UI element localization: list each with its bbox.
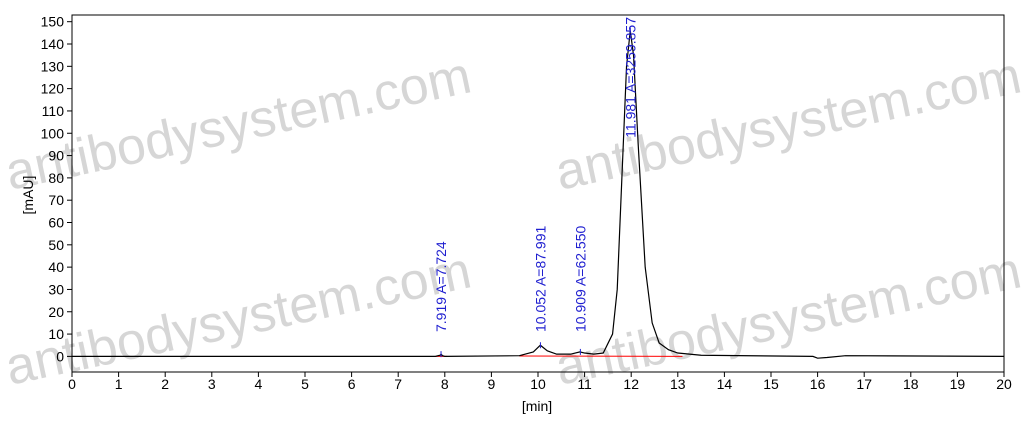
x-tick-label: 6 <box>348 376 356 392</box>
x-tick-label: 4 <box>255 376 263 392</box>
watermark: antibodysystem.com <box>550 241 1026 396</box>
y-tick-label: 20 <box>48 304 64 320</box>
x-tick-label: 13 <box>670 376 686 392</box>
y-tick-label: 80 <box>48 170 64 186</box>
x-tick-label: 2 <box>161 376 169 392</box>
y-tick-label: 60 <box>48 215 64 231</box>
x-tick-label: 18 <box>903 376 919 392</box>
x-tick-label: 10 <box>530 376 546 392</box>
y-tick-label: 110 <box>42 103 65 119</box>
x-tick-label: 0 <box>68 376 76 392</box>
x-tick-label: 16 <box>810 376 826 392</box>
x-tick-label: 17 <box>856 376 872 392</box>
x-tick-label: 9 <box>488 376 496 392</box>
x-tick-label: 1 <box>115 376 123 392</box>
y-tick-label: 100 <box>41 125 65 141</box>
y-tick-label: 130 <box>41 58 65 74</box>
y-tick-label: 70 <box>48 192 64 208</box>
y-tick-label: 10 <box>48 326 64 342</box>
y-tick-label: 30 <box>48 281 64 297</box>
x-tick-label: 19 <box>950 376 966 392</box>
y-axis-label: [mAU] <box>20 176 36 215</box>
y-tick-label: 90 <box>48 148 64 164</box>
x-tick-label: 20 <box>996 376 1012 392</box>
peak-annotation: 7.919 A=7.724 <box>433 241 449 332</box>
y-tick-label: 50 <box>48 237 64 253</box>
x-tick-label: 3 <box>208 376 216 392</box>
y-tick-label: 120 <box>41 81 65 97</box>
x-tick-label: 8 <box>441 376 449 392</box>
x-tick-label: 11 <box>577 376 592 392</box>
peak-annotation: 10.052 A=87.991 <box>532 226 548 332</box>
y-tick-label: 0 <box>56 348 64 364</box>
x-tick-label: 7 <box>394 376 402 392</box>
x-tick-label: 14 <box>717 376 733 392</box>
y-tick-label: 150 <box>41 14 65 30</box>
y-tick-label: 40 <box>48 259 64 275</box>
y-tick-label: 140 <box>41 36 65 52</box>
x-tick-label: 5 <box>301 376 309 392</box>
peak-annotation: 11.981 A=3259.857 <box>622 17 638 138</box>
chromatogram-line <box>72 30 1005 359</box>
x-axis-label: [min] <box>522 398 552 414</box>
x-tick-label: 12 <box>623 376 639 392</box>
peak-annotation: 10.909 A=62.550 <box>572 226 588 332</box>
x-tick-label: 15 <box>763 376 779 392</box>
